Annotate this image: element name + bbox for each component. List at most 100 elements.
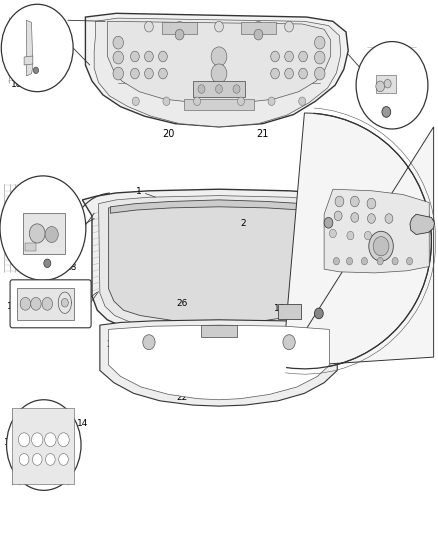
Text: 9: 9 bbox=[406, 65, 413, 74]
Polygon shape bbox=[82, 189, 347, 335]
Text: 18: 18 bbox=[11, 80, 22, 88]
Circle shape bbox=[42, 297, 53, 310]
Text: 28: 28 bbox=[80, 314, 92, 323]
Polygon shape bbox=[324, 189, 429, 273]
Circle shape bbox=[299, 68, 307, 79]
Circle shape bbox=[0, 176, 86, 280]
Circle shape bbox=[285, 51, 293, 62]
Circle shape bbox=[384, 79, 391, 88]
Text: 17: 17 bbox=[274, 304, 285, 312]
Text: 8: 8 bbox=[10, 293, 16, 301]
FancyBboxPatch shape bbox=[10, 280, 91, 328]
Circle shape bbox=[268, 97, 275, 106]
Polygon shape bbox=[94, 18, 341, 127]
Circle shape bbox=[45, 433, 56, 447]
Circle shape bbox=[369, 231, 393, 261]
Text: 23: 23 bbox=[106, 340, 118, 349]
Text: 14: 14 bbox=[77, 419, 88, 428]
Circle shape bbox=[175, 29, 184, 40]
Text: 10: 10 bbox=[12, 235, 23, 244]
Text: 5: 5 bbox=[365, 94, 371, 103]
Text: 21: 21 bbox=[257, 130, 269, 139]
Text: 7: 7 bbox=[50, 197, 57, 206]
Text: 19: 19 bbox=[43, 17, 55, 26]
Circle shape bbox=[131, 68, 139, 79]
Circle shape bbox=[145, 51, 153, 62]
Circle shape bbox=[314, 67, 325, 80]
Circle shape bbox=[346, 257, 353, 265]
Circle shape bbox=[285, 68, 293, 79]
Circle shape bbox=[32, 433, 43, 447]
Circle shape bbox=[314, 36, 325, 49]
Text: 1: 1 bbox=[136, 188, 142, 196]
Circle shape bbox=[254, 29, 263, 40]
Circle shape bbox=[159, 51, 167, 62]
Circle shape bbox=[367, 198, 376, 209]
Circle shape bbox=[145, 68, 153, 79]
Polygon shape bbox=[23, 213, 65, 254]
Circle shape bbox=[132, 97, 139, 106]
Circle shape bbox=[285, 21, 293, 32]
Text: 26: 26 bbox=[176, 300, 187, 308]
Circle shape bbox=[211, 47, 227, 66]
Circle shape bbox=[61, 298, 68, 307]
Polygon shape bbox=[110, 200, 328, 213]
Text: 16: 16 bbox=[326, 312, 338, 320]
Circle shape bbox=[376, 81, 385, 92]
Text: 25: 25 bbox=[240, 372, 251, 380]
Circle shape bbox=[406, 257, 413, 265]
Circle shape bbox=[271, 68, 279, 79]
Polygon shape bbox=[107, 21, 331, 103]
Circle shape bbox=[32, 454, 42, 465]
Circle shape bbox=[271, 51, 279, 62]
Text: 4: 4 bbox=[25, 258, 30, 266]
Text: 10: 10 bbox=[7, 302, 19, 311]
Circle shape bbox=[233, 85, 240, 93]
Text: 13: 13 bbox=[4, 438, 15, 447]
Polygon shape bbox=[410, 214, 434, 235]
Polygon shape bbox=[99, 196, 338, 329]
Circle shape bbox=[113, 67, 124, 80]
Bar bbox=[12, 408, 74, 484]
Text: 3: 3 bbox=[311, 181, 318, 189]
Circle shape bbox=[33, 67, 39, 74]
Circle shape bbox=[19, 454, 29, 465]
Text: 24: 24 bbox=[227, 358, 239, 367]
Circle shape bbox=[131, 51, 139, 62]
Circle shape bbox=[254, 21, 263, 32]
Circle shape bbox=[45, 227, 58, 243]
Polygon shape bbox=[24, 56, 33, 65]
Circle shape bbox=[163, 97, 170, 106]
Polygon shape bbox=[109, 201, 329, 322]
Circle shape bbox=[333, 257, 339, 265]
Circle shape bbox=[364, 231, 371, 240]
Circle shape bbox=[7, 400, 81, 490]
Polygon shape bbox=[283, 113, 434, 369]
Circle shape bbox=[18, 433, 30, 447]
Circle shape bbox=[44, 259, 51, 268]
Circle shape bbox=[324, 217, 333, 228]
Circle shape bbox=[335, 196, 344, 207]
Circle shape bbox=[237, 97, 244, 106]
Circle shape bbox=[347, 231, 354, 240]
Circle shape bbox=[361, 257, 367, 265]
Bar bbox=[25, 243, 36, 251]
Circle shape bbox=[392, 257, 398, 265]
Circle shape bbox=[377, 257, 383, 265]
Circle shape bbox=[46, 454, 55, 465]
Bar bbox=[162, 22, 197, 34]
Bar bbox=[241, 22, 276, 34]
Polygon shape bbox=[26, 20, 33, 76]
Circle shape bbox=[385, 214, 393, 223]
Circle shape bbox=[367, 214, 375, 223]
Circle shape bbox=[215, 21, 223, 32]
Text: 6: 6 bbox=[389, 117, 395, 126]
Bar bbox=[201, 325, 237, 337]
Circle shape bbox=[113, 36, 124, 49]
Circle shape bbox=[314, 51, 325, 64]
Circle shape bbox=[215, 85, 223, 93]
Circle shape bbox=[175, 21, 184, 32]
Circle shape bbox=[350, 196, 359, 207]
Bar bbox=[184, 99, 254, 110]
Circle shape bbox=[211, 64, 227, 83]
